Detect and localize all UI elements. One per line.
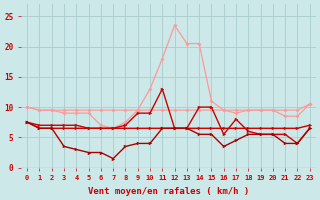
X-axis label: Vent moyen/en rafales ( km/h ): Vent moyen/en rafales ( km/h ) [88,187,249,196]
